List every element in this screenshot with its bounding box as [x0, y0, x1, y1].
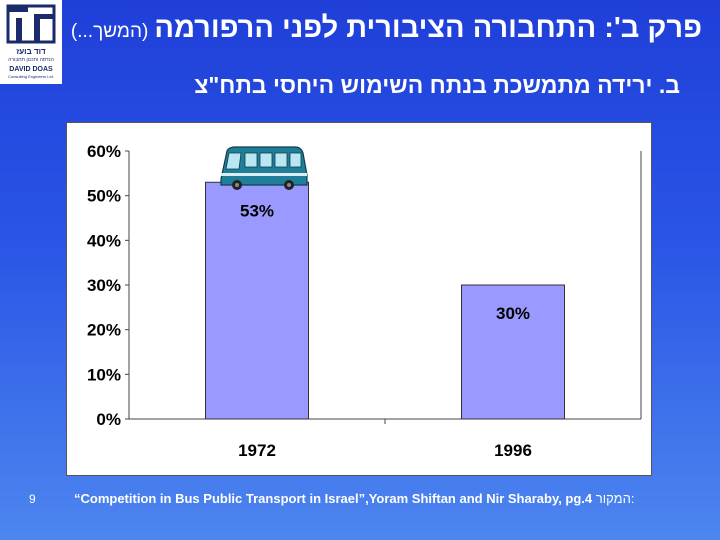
bar [461, 284, 565, 420]
chart-panel: 0% 10% 20% 30% 40% 50% 60% 53% 1972 30% 1996 [66, 122, 652, 476]
company-logo: דוד בועז הנדסה ותכנון תחבורה DAVID DOAS … [0, 0, 62, 84]
source-citation: “Competition in Bus Public Transport in … [74, 491, 634, 506]
bar-value-label: 53% [240, 201, 274, 220]
title-continued: (המשך...) [70, 21, 149, 42]
bar-chart: 0% 10% 20% 30% 40% 50% 60% 53% 1972 30% 1996 [87, 142, 642, 460]
bus-icon [220, 146, 308, 190]
slide-subtitle: ב. ירידה מתמשכת בנתח השימוש היחסי בתח"צ [194, 72, 680, 98]
x-tick-label: 1972 [238, 441, 276, 460]
y-tick-label: 10% [87, 365, 121, 384]
source-text: “Competition in Bus Public Transport in … [74, 491, 593, 506]
page-number: 9 [29, 492, 36, 506]
logo-tagline-en: Consulting Engineers Ltd. [8, 74, 54, 79]
x-tick-label: 1996 [494, 441, 532, 460]
logo-mark-icon [6, 4, 56, 44]
y-tick-label: 0% [96, 410, 121, 429]
y-tick-label: 50% [87, 187, 121, 206]
y-tick-label: 60% [87, 142, 121, 161]
slide-title: פרק ב': התחבורה הציבורית לפני הרפורמה(המ… [71, 12, 702, 45]
bar [205, 181, 309, 420]
y-tick-label: 30% [87, 276, 121, 295]
title-text: פרק ב': התחבורה הציבורית לפני הרפורמה [154, 12, 702, 44]
logo-name-he: דוד בועז [16, 47, 46, 56]
logo-tagline-he: הנדסה ותכנון תחבורה [8, 57, 54, 63]
logo-name-en: DAVID DOAS [9, 66, 53, 73]
source-label: המקור: [595, 491, 635, 506]
bar-value-label: 30% [496, 304, 530, 323]
y-tick-label: 40% [87, 231, 121, 250]
y-tick-label: 20% [87, 321, 121, 340]
